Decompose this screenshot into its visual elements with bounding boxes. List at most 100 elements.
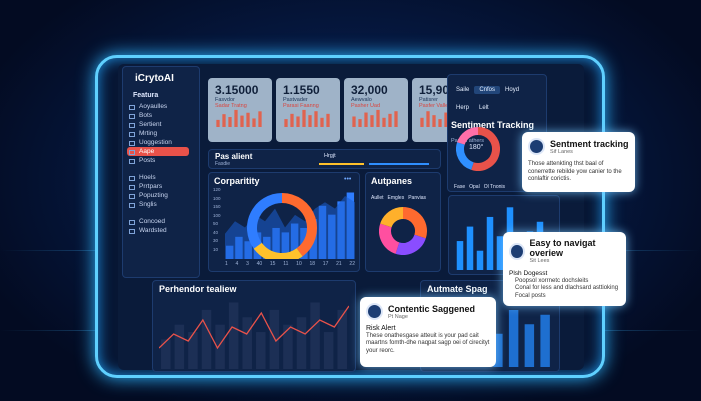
y-label: 30 — [213, 238, 219, 243]
kpi-value: 1.1550 — [283, 83, 320, 97]
tab[interactable]: Cnfos — [474, 86, 501, 94]
bar — [240, 115, 244, 127]
popup-heading: Plsh Dogesst — [509, 270, 548, 277]
popup-overview[interactable]: Easy to navigat overiew Sit Lees Plsh Do… — [503, 232, 626, 306]
bar — [269, 309, 280, 369]
bar — [456, 241, 464, 270]
x-label: 21 — [336, 261, 342, 267]
donut-center: 180° — [469, 144, 484, 151]
popup-bullet: Focal posts — [515, 292, 546, 299]
donut-segment — [471, 127, 500, 171]
kpi-bars — [352, 109, 398, 127]
popup-title: Sentment tracking — [550, 138, 629, 149]
sidebar-item: Concoed — [127, 217, 195, 226]
popup-sub: Pt Nage — [388, 313, 408, 320]
compat-donut — [247, 193, 317, 259]
donut-segment — [402, 207, 427, 239]
x-label: 40 — [256, 261, 263, 267]
sidebar-item: Posts — [127, 156, 195, 165]
bar — [388, 113, 392, 127]
alert-tag: Hrgjt — [324, 153, 336, 159]
bar — [382, 117, 386, 127]
donut-segment — [253, 242, 303, 259]
bar — [370, 115, 374, 127]
donut-segment — [380, 207, 404, 228]
automate-title: Autmate Spag — [427, 284, 488, 294]
bar — [161, 339, 171, 369]
x-label: 22 — [349, 261, 355, 267]
popup-sub: Sif Lanes — [550, 148, 573, 155]
line — [159, 305, 349, 350]
x-label: 3 — [246, 261, 249, 267]
bar — [252, 118, 256, 127]
bar — [222, 114, 226, 127]
bar — [242, 317, 252, 369]
legend-item: Aullet — [371, 195, 384, 201]
popup-sentiment[interactable]: Sentment tracking Sif Lanes Those attenk… — [522, 132, 635, 192]
logo: iCrytoAI — [135, 73, 174, 84]
bar — [256, 332, 266, 369]
auto-panel: Autpanes Aullet Emgles Panvias — [365, 172, 441, 272]
tab[interactable]: Saile — [456, 87, 470, 93]
legend-item: Ol Tnonis — [483, 184, 505, 190]
popup-title: Easy to navigat overiew — [529, 238, 596, 258]
compat-title: Corparitity — [214, 176, 260, 186]
sidebar-item: Prrtpars — [127, 182, 195, 191]
x-label: 1 — [225, 261, 228, 267]
popup-body: Those attenkting thst baal of conerrette… — [528, 161, 622, 182]
x-label: 18 — [309, 261, 316, 267]
x-label: 11 — [283, 261, 289, 267]
popup-bullet: Conal for less and dlachsard asttioking — [515, 285, 619, 291]
sentiment-title: Sentiment Tracking — [451, 120, 535, 130]
compat-panel: Corparitity ••• 120 100 150 100 50 40 30 10 1 4 3… — [208, 172, 360, 272]
bar — [358, 119, 362, 127]
sidebar-list: Aoyaulles Bots Sertient Mrting Uoggestion Aap… — [127, 102, 195, 235]
auto-title: Autpanes — [371, 176, 413, 186]
alert-title: Pas alient — [215, 152, 253, 161]
bar — [326, 113, 330, 127]
tab[interactable]: Hoyd — [505, 87, 520, 93]
x-label: 10 — [296, 261, 302, 267]
sidebar-heading: Featura — [133, 92, 159, 99]
tab[interactable]: Herp — [456, 105, 470, 111]
sentiment-donut — [456, 127, 500, 171]
tab[interactable]: Lelt — [479, 105, 489, 111]
bar — [310, 302, 320, 369]
popup-list: Poopsol xorrnetc dochsleits Conal for les… — [509, 278, 620, 301]
popup-risk[interactable]: Contentic Saggened Pt Nage Risk Alert Th… — [360, 297, 496, 367]
sidebar-item: Hoels — [127, 173, 195, 182]
bar — [174, 324, 185, 369]
bar — [201, 309, 212, 369]
donut-segment — [456, 142, 475, 170]
compat-chart — [225, 192, 355, 259]
bar — [420, 117, 424, 127]
donut-segment — [457, 127, 479, 145]
x-label: 15 — [269, 261, 276, 267]
bar — [314, 111, 318, 127]
bar — [438, 119, 442, 127]
popup-icon — [509, 242, 525, 260]
legend-item: Opal — [469, 184, 480, 190]
compat-menu[interactable]: ••• — [344, 176, 352, 183]
y-label: 10 — [213, 246, 219, 252]
bar — [337, 309, 347, 369]
donut-segment — [281, 193, 317, 257]
sidebar: iCrytoAI Featura Aoyaulles Bots Sertient Mr… — [122, 66, 200, 278]
y-label: 50 — [213, 221, 219, 226]
bar — [476, 250, 484, 270]
y-label: 100 — [213, 195, 221, 201]
review-panel: Perhendor tealiew — [152, 280, 356, 372]
kpi-sub: Pasher Uad — [351, 103, 381, 109]
kpi-bars — [216, 109, 262, 127]
area — [225, 196, 355, 259]
sidebar-item: Bots — [127, 111, 195, 120]
auto-donut — [379, 207, 427, 255]
bar — [283, 324, 293, 369]
kpi-bars — [284, 109, 330, 127]
bar — [364, 112, 368, 127]
sidebar-item: Snglis — [127, 200, 195, 209]
legend-item: Panvias — [408, 195, 426, 201]
popup-bullet: Poopsol xorrnetc dochsleits — [515, 277, 589, 284]
sidebar-item: Popuzting — [127, 191, 195, 200]
